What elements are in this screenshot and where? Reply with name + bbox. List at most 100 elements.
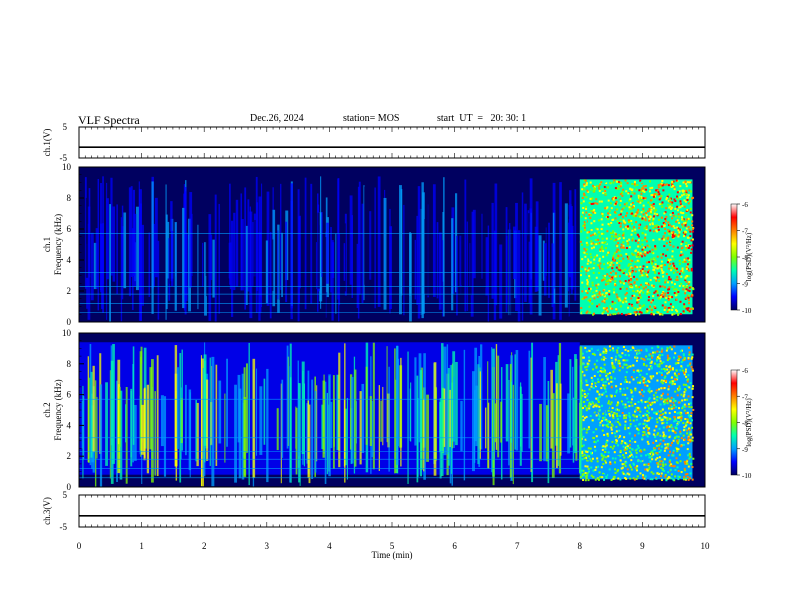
ch1-noise-pixel [625, 226, 628, 229]
ch1-noise-pixel [660, 260, 663, 263]
ch2-noise-pixel [603, 347, 606, 350]
ch2-noise-pixel [665, 446, 668, 449]
ch1-noise-pixel [617, 197, 620, 200]
ch1-noise-pixel [627, 306, 630, 309]
ch1-sferic [93, 242, 97, 290]
ch2-noise-pixel [627, 350, 630, 353]
ch2-noise-pixel [624, 359, 627, 362]
ch2-noise-pixel [592, 402, 595, 405]
ch1-noise-pixel [642, 189, 645, 192]
ch1-noise-pixel [666, 310, 669, 313]
ch2-noise-pixel [595, 405, 598, 408]
ch2-sferic [332, 375, 335, 469]
ch1-noise-pixel [590, 222, 593, 225]
ch2-noise-pixel [655, 412, 658, 415]
ch1-noise-pixel [644, 219, 647, 222]
ch1-noise-pixel [644, 286, 647, 289]
ch2-noise-pixel [624, 477, 627, 480]
ch2-noise-pixel [610, 395, 613, 398]
ch2-noise-pixel [607, 455, 610, 458]
ch2-noise-pixel [582, 406, 585, 409]
ch2-noise-pixel [666, 399, 669, 402]
ch1-noise-pixel [658, 218, 661, 221]
ch2-sferic [139, 351, 143, 451]
ch2-noise-pixel [600, 358, 603, 361]
ch1-noise-pixel [687, 194, 690, 197]
ch1-sferic [249, 206, 252, 293]
ch2-noise-pixel [668, 412, 671, 415]
ch2-noise-pixel [602, 462, 605, 465]
ch2-noise-pixel [597, 418, 600, 421]
ch2-noise-pixel [656, 356, 659, 359]
ch1-noise-pixel [599, 183, 602, 186]
ch2-noise-pixel [677, 475, 680, 478]
ch2-noise-pixel [586, 438, 589, 441]
ch2-noise-pixel [585, 474, 588, 477]
ch2-noise-pixel [637, 406, 640, 409]
ch2-noise-pixel [590, 376, 593, 379]
ch2-noise-pixel [683, 409, 686, 412]
ch2-noise-pixel [669, 468, 672, 471]
ch2-sferic [423, 353, 426, 480]
ch2-noise-pixel [621, 466, 624, 469]
ch1-noise-pixel [601, 188, 604, 191]
ch1-noise-pixel [611, 218, 614, 221]
ch1-noise-pixel [584, 268, 587, 271]
ch1-noise-pixel [598, 288, 601, 291]
ch2-sferic [487, 402, 490, 469]
ch1-noise-pixel [593, 195, 596, 198]
ch2-sferic [547, 380, 550, 484]
ch2-noise-pixel [642, 381, 645, 384]
ch1-noise-pixel [588, 305, 591, 308]
ch2-noise-pixel [689, 472, 692, 475]
ch2-noise-pixel [609, 462, 612, 465]
ch2-sferic [545, 405, 549, 462]
ch1-noise-pixel [629, 259, 632, 262]
ch1-noise-pixel [580, 243, 583, 246]
ch2-noise-pixel [650, 365, 653, 368]
ch1-sferic [399, 185, 402, 315]
ch2-noise-pixel [586, 465, 589, 468]
ch2-sferic [324, 381, 327, 484]
ch2-noise-pixel [661, 468, 664, 471]
ch1-noise-pixel [612, 270, 615, 273]
ch1-noise-pixel [681, 253, 684, 256]
ch2-noise-pixel [615, 439, 618, 442]
ch1-noise-pixel [664, 254, 667, 257]
ch1-sferic [202, 242, 204, 287]
ch1-noise-pixel [686, 181, 689, 184]
ch2-noise-pixel [608, 345, 611, 348]
ch2-noise-pixel [673, 380, 676, 383]
ch2-noise-pixel [617, 434, 620, 437]
ch2-sferic [297, 399, 300, 457]
ch2-noise-pixel [687, 378, 690, 381]
ch1-sferic [517, 230, 521, 322]
ch1-noise-pixel [685, 267, 688, 270]
ch1-noise-pixel [607, 313, 610, 316]
ch1-noise-pixel [686, 209, 689, 212]
ch2-noise-pixel [594, 385, 597, 388]
ch2-noise-pixel [656, 433, 659, 436]
ch2-noise-pixel [655, 425, 658, 428]
ch1-noise-pixel [583, 223, 586, 226]
ch2-noise-pixel [591, 382, 594, 385]
ch1-noise-pixel [610, 207, 613, 210]
ch2-noise-pixel [674, 431, 677, 434]
ch2-sferic [195, 399, 197, 462]
ch1-noise-pixel [610, 237, 613, 240]
ch2-noise-pixel [614, 472, 617, 475]
ch1-noise-pixel [687, 307, 690, 310]
ch2-noise-pixel [614, 457, 617, 460]
ch1-ylabel: ch.1Frequency (kHz) [42, 214, 63, 275]
ch3-voltage-ytick-label: 5 [63, 490, 68, 500]
ch2-sferic [505, 364, 509, 442]
ch2-noise-pixel [628, 414, 631, 417]
ch2-noise-pixel [605, 348, 608, 351]
ch2-noise-pixel [625, 363, 628, 366]
ch2-noise-pixel [691, 356, 694, 359]
ch2-noise-pixel [677, 438, 680, 441]
ch2-sferic [215, 364, 218, 466]
ch2-noise-pixel [582, 435, 585, 438]
ch1-noise-pixel [636, 295, 639, 298]
ch1-noise-pixel [619, 269, 622, 272]
